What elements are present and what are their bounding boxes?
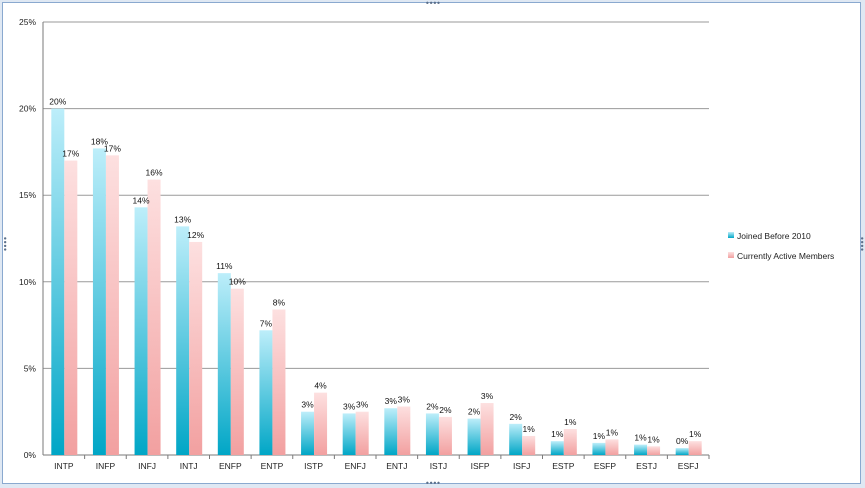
x-tick-label: ESFP [594,461,617,471]
bar-joined-infj [134,207,148,455]
data-label-active: 17% [104,143,121,153]
data-label-active: 10% [229,277,246,287]
bar-joined-esfp [592,442,606,455]
bar-active-esfj [688,441,702,455]
resize-handle-top[interactable]: •••• [425,0,441,8]
x-tick-label: ESFJ [678,461,699,471]
bar-joined-isfj [509,423,523,455]
x-tick-label: INFP [96,461,116,471]
data-label-joined: 11% [216,261,233,271]
data-label-active: 8% [273,298,286,308]
bar-active-estp [563,429,577,455]
resize-handle-bottom[interactable]: •••• [425,479,441,488]
data-label-joined: 20% [49,97,66,107]
data-label-joined: 3% [301,400,314,410]
x-tick-label: ISTJ [430,461,447,471]
bar-joined-infp [92,148,106,455]
bar-active-enfp [230,288,244,455]
bar-joined-estp [550,441,564,455]
x-tick-label: ENFJ [345,461,366,471]
data-label-joined: 1% [634,433,647,443]
y-tick-label: 15% [19,190,36,200]
y-axis: 0% 5% 10% 15% 20% 25% [19,17,709,460]
bar-joined-entj [384,408,398,455]
x-tick-label: ENTP [261,461,284,471]
data-label-active: 1% [647,434,660,444]
x-tick-label: ISFP [471,461,490,471]
legend-label-active: Currently Active Members [737,251,834,261]
resize-handle-left[interactable]: •••• [0,236,9,251]
x-axis: INTP INFP INFJ INTJ ENFP ENTP ISTP ENFJ ENTJ ISTJ… [54,455,710,471]
data-label-active: 3% [356,400,369,410]
data-label-active: 3% [481,391,494,401]
x-tick-label: ESTP [552,461,575,471]
bar-joined-enfp [217,273,231,455]
bar-active-entj [397,406,411,455]
x-tick-label: INFJ [138,461,156,471]
data-label-joined: 18% [91,136,108,146]
resize-handle-right[interactable]: •••• [857,236,865,251]
x-tick-label: ENFP [219,461,242,471]
legend-swatch-active [728,252,734,258]
data-label-joined: 0% [676,436,689,446]
bar-series: 20%17%18%17%14%16%13%12%11%10%7%8%3%4%3%… [49,97,702,455]
bar-joined-istj [425,413,439,455]
data-label-joined: 1% [593,431,606,441]
bar-active-infp [105,155,119,455]
bar-joined-estj [634,444,648,455]
data-label-active: 1% [606,427,619,437]
data-label-joined: 7% [260,318,273,328]
bar-active-isfj [522,435,536,455]
x-tick-label: INTJ [180,461,198,471]
data-label-joined: 1% [551,429,564,439]
data-label-joined: 2% [468,407,481,417]
bar-active-intp [64,160,78,455]
data-label-joined: 13% [174,214,191,224]
legend-label-joined: Joined Before 2010 [737,231,811,241]
bar-joined-istp [301,411,315,455]
data-label-joined: 2% [510,412,523,422]
bar-active-esfp [605,439,619,455]
data-label-active: 3% [398,395,411,405]
y-tick-label: 20% [19,104,36,114]
data-label-active: 1% [689,429,702,439]
bar-joined-esfj [675,448,689,455]
data-label-active: 16% [146,168,163,178]
x-tick-label: ESTJ [636,461,657,471]
bar-active-isfp [480,403,494,455]
bar-joined-entp [259,330,273,455]
data-label-active: 12% [187,230,204,240]
y-tick-label: 25% [19,17,36,27]
legend: Joined Before 2010 Currently Active Memb… [728,231,834,261]
bar-active-intj [189,241,203,455]
bar-joined-enfj [342,413,356,455]
x-tick-label: ISFJ [513,461,530,471]
data-label-active: 1% [523,424,536,434]
bar-active-infj [147,179,161,455]
x-tick-label: INTP [54,461,74,471]
data-label-joined: 2% [426,401,439,411]
y-tick-label: 10% [19,277,36,287]
x-tick-label: ENTJ [386,461,407,471]
data-label-joined: 14% [133,195,150,205]
legend-swatch-joined [728,232,734,238]
x-tick-label: ISTP [304,461,323,471]
data-label-active: 1% [564,417,577,427]
bar-active-estj [647,446,661,455]
bar-joined-intp [51,108,65,455]
bar-active-istj [438,416,452,455]
bar-active-enfj [355,411,369,455]
bar-joined-isfp [467,418,481,455]
bar-active-entp [272,309,286,455]
bar-active-istp [314,392,328,455]
data-label-active: 2% [439,405,452,415]
data-label-active: 17% [62,149,79,159]
y-tick-label: 5% [24,363,37,373]
data-label-joined: 3% [343,401,356,411]
bar-joined-intj [176,226,190,455]
data-label-active: 4% [314,381,327,391]
data-label-joined: 3% [385,396,398,406]
y-tick-label: 0% [24,450,37,460]
